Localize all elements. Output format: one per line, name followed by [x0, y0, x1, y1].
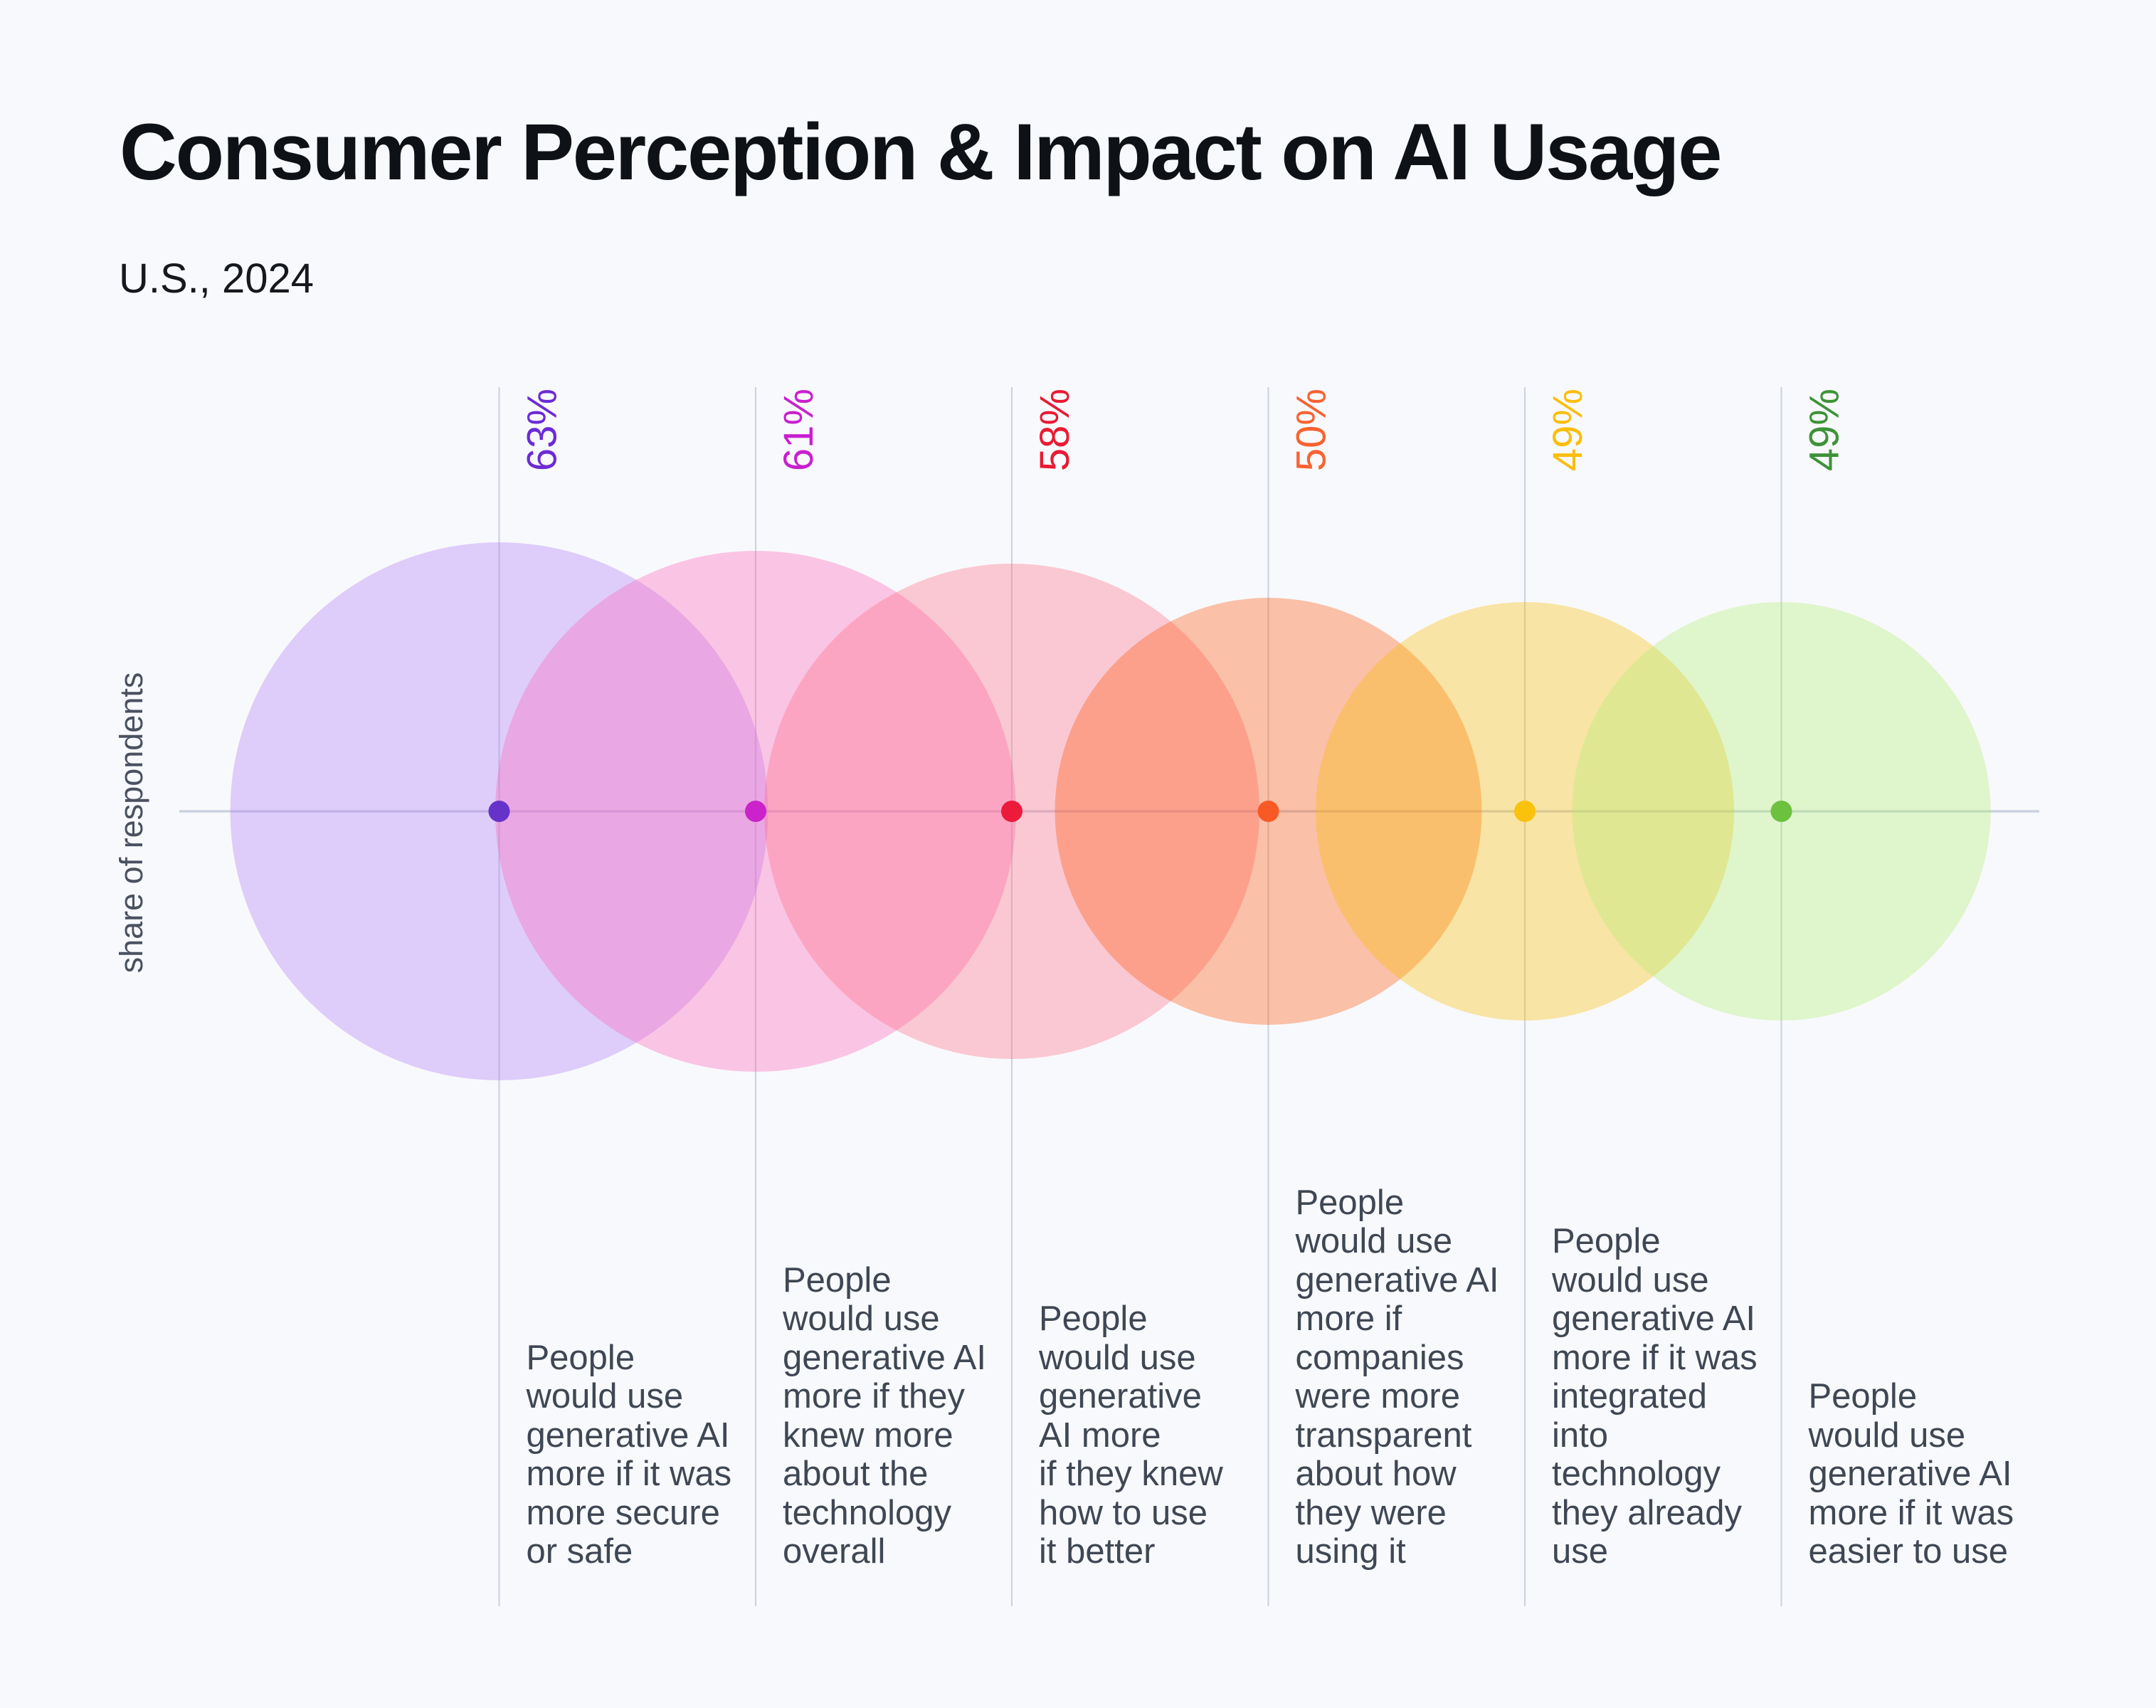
svg-text:63%: 63%	[519, 389, 566, 471]
svg-text:share of respondents: share of respondents	[113, 673, 149, 974]
svg-text:61%: 61%	[776, 389, 822, 471]
svg-text:58%: 58%	[1032, 389, 1078, 471]
svg-text:50%: 50%	[1289, 389, 1335, 471]
svg-text:49%: 49%	[1545, 389, 1591, 471]
svg-text:49%: 49%	[1802, 389, 1848, 471]
